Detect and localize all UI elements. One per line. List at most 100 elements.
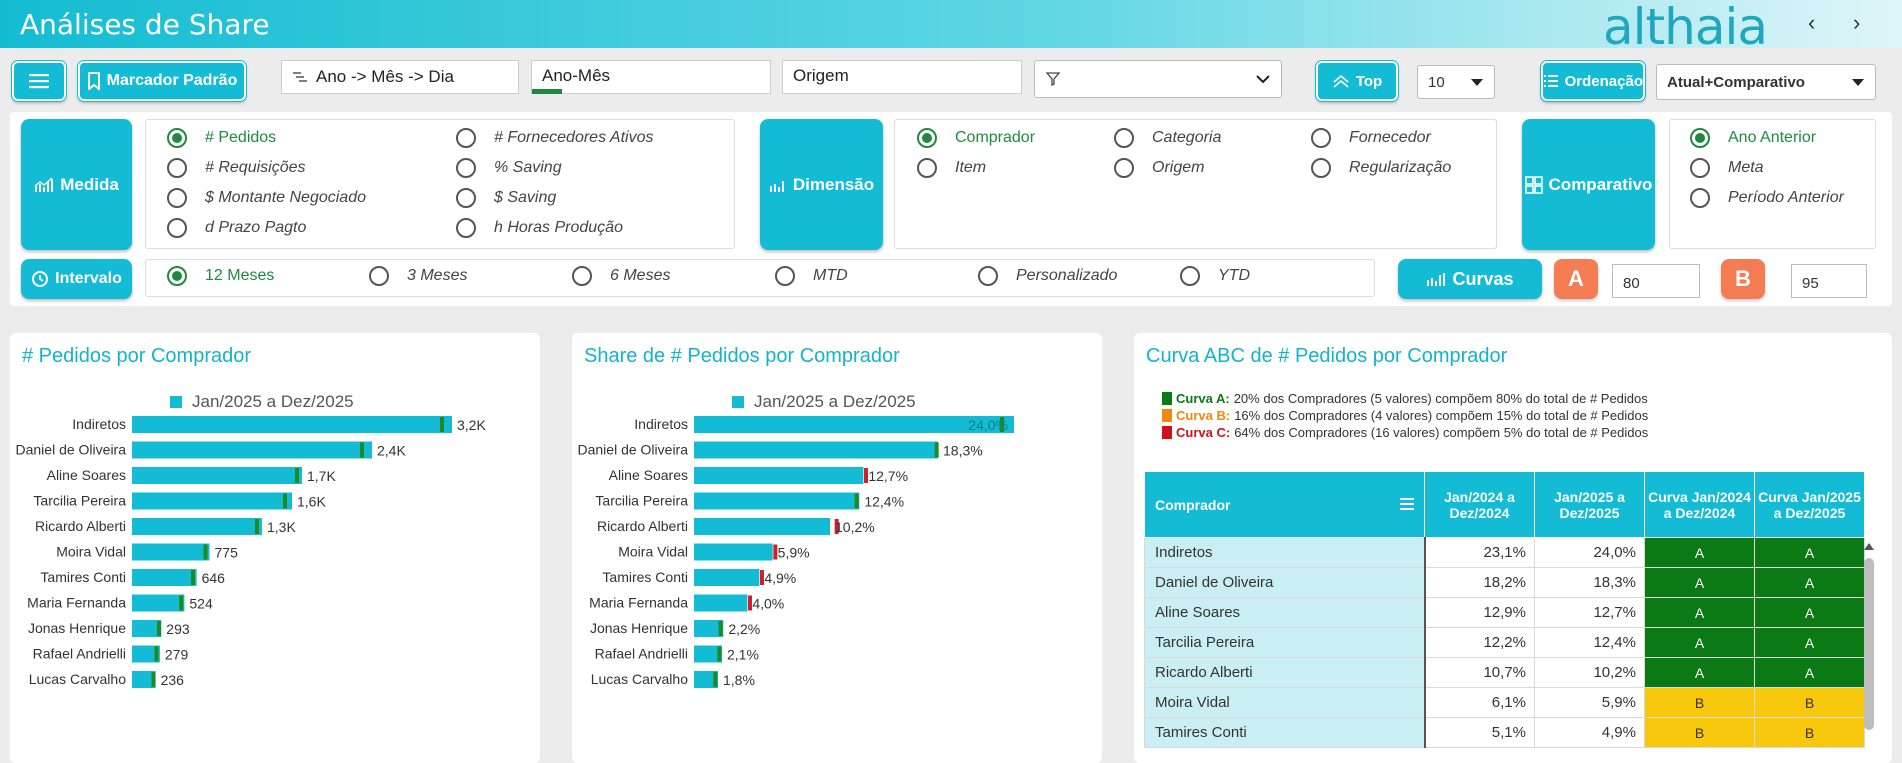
bar: [132, 594, 185, 612]
legend-swatch: [732, 396, 744, 408]
comprador-cell: Aline Soares: [1144, 597, 1426, 628]
bar: [694, 518, 830, 535]
intervalo-option[interactable]: 12 Meses: [167, 266, 274, 286]
filter-select[interactable]: [1034, 60, 1282, 98]
dimensao-option[interactable]: Categoria: [1114, 128, 1221, 148]
top-count-select[interactable]: 10: [1417, 65, 1495, 99]
comprador-cell: Moira Vidal: [1144, 687, 1426, 718]
abc-legend: Curva A: 20% dos Compradores (5 valores) …: [1162, 390, 1648, 441]
table-scrollbar[interactable]: [1862, 540, 1874, 752]
chart-card-share: Share de # Pedidos por Comprador Jan/202…: [572, 333, 1102, 763]
curve-class-cell: A: [1754, 657, 1865, 688]
option-label: Personalizado: [1016, 267, 1118, 284]
table-row[interactable]: Tarcilia Pereira 12,2% 12,4% A A: [1144, 627, 1865, 658]
curve-class-cell: A: [1644, 597, 1755, 628]
menu-button[interactable]: [11, 60, 67, 102]
curve-class-cell: B: [1644, 687, 1755, 718]
scrollbar-thumb[interactable]: [1864, 558, 1874, 730]
bar: [694, 416, 1014, 433]
table-row[interactable]: Daniel de Oliveira 18,2% 18,3% A A: [1144, 567, 1865, 598]
category-label: Jonas Henrique: [28, 620, 126, 636]
intervalo-option[interactable]: 3 Meses: [369, 266, 467, 286]
dimensao-option[interactable]: Comprador: [917, 128, 1035, 148]
column-header[interactable]: Jan/2024 a Dez/2024: [1424, 471, 1535, 538]
table-row[interactable]: Indiretos 23,1% 24,0% A A: [1144, 537, 1865, 568]
radio-icon: [456, 158, 476, 178]
medida-option[interactable]: % Saving: [456, 158, 562, 178]
dimensao-option[interactable]: Fornecedor: [1311, 128, 1431, 148]
period-field[interactable]: Ano-Mês: [531, 60, 771, 94]
curve-b-input[interactable]: 95: [1791, 264, 1867, 298]
dimensao-option[interactable]: Origem: [1114, 158, 1204, 178]
origin-field[interactable]: Origem: [782, 60, 1022, 94]
curve-a-input[interactable]: 80: [1612, 264, 1700, 298]
curve-class-cell: A: [1754, 537, 1865, 568]
column-header[interactable]: Curva Jan/2024 a Dez/2024: [1644, 471, 1755, 538]
bookmark-button[interactable]: Marcador Padrão: [77, 60, 247, 102]
data-label: 1,8%: [723, 672, 755, 688]
option-label: $ Saving: [494, 189, 557, 206]
data-label: 293: [166, 621, 190, 637]
curve-class-cell: B: [1754, 687, 1865, 718]
hierarchy-field[interactable]: Ano -> Mês -> Dia: [281, 60, 519, 94]
order-label: Ordenação: [1564, 72, 1643, 90]
hamburger-icon[interactable]: [1400, 498, 1414, 510]
intervalo-option[interactable]: MTD: [775, 266, 848, 286]
table-row[interactable]: Tamires Conti 5,1% 4,9% B B: [1144, 717, 1865, 748]
data-label: 3,2K: [457, 417, 486, 433]
order-button[interactable]: Ordenação: [1540, 60, 1646, 102]
chevrons-up-icon: [1333, 74, 1349, 88]
table-row[interactable]: Aline Soares 12,9% 12,7% A A: [1144, 597, 1865, 628]
chevron-left-icon[interactable]: ‹: [1808, 10, 1816, 35]
medida-option[interactable]: h Horas Produção: [456, 218, 623, 238]
legend-text: 16% dos Compradores (4 valores) compõem …: [1234, 408, 1649, 423]
caret-down-icon: [1852, 78, 1864, 86]
comparativo-option[interactable]: Ano Anterior: [1690, 128, 1816, 148]
top-button[interactable]: Top: [1315, 60, 1399, 102]
bar: [132, 518, 262, 535]
comparativo-option[interactable]: Meta: [1690, 158, 1764, 178]
comparativo-option[interactable]: Período Anterior: [1690, 188, 1844, 208]
intervalo-button[interactable]: Intervalo: [21, 259, 132, 299]
intervalo-option[interactable]: Personalizado: [978, 266, 1117, 286]
column-header[interactable]: Curva Jan/2025 a Dez/2025: [1754, 471, 1865, 538]
dimensao-option[interactable]: Item: [917, 158, 986, 178]
curve-class-cell: B: [1644, 717, 1755, 748]
comparison-marker: [295, 468, 299, 483]
medida-option[interactable]: # Fornecedores Ativos: [456, 128, 653, 148]
category-label: Maria Fernanda: [589, 595, 688, 611]
column-header[interactable]: Jan/2025 a Dez/2025: [1534, 471, 1645, 538]
order-select[interactable]: Atual+Comparativo: [1656, 64, 1876, 100]
medida-button[interactable]: Medida: [21, 119, 132, 250]
intervalo-option[interactable]: 6 Meses: [572, 266, 670, 286]
option-label: # Pedidos: [205, 129, 277, 146]
bar: [694, 569, 760, 586]
curve-a-button[interactable]: A: [1554, 259, 1598, 299]
dimensao-button[interactable]: Dimensão: [760, 119, 883, 250]
intervalo-option[interactable]: YTD: [1180, 266, 1250, 286]
data-label: 279: [165, 647, 189, 663]
column-header-comprador[interactable]: Comprador: [1144, 471, 1425, 538]
table-row[interactable]: Moira Vidal 6,1% 5,9% B B: [1144, 687, 1865, 718]
chevron-right-icon[interactable]: ›: [1853, 10, 1861, 35]
curve-class-cell: A: [1754, 567, 1865, 598]
bar: [694, 543, 773, 561]
medida-option[interactable]: # Requisições: [167, 158, 306, 178]
curvas-button[interactable]: Curvas: [1398, 259, 1542, 299]
medida-option[interactable]: $ Saving: [456, 188, 556, 208]
legend-text: 64% dos Compradores (16 valores) compõem…: [1234, 425, 1649, 440]
radio-icon: [167, 158, 187, 178]
caret-up-icon[interactable]: [1863, 540, 1875, 552]
medida-option[interactable]: d Prazo Pagto: [167, 218, 306, 238]
legend-label: Jan/2025 a Dez/2025: [754, 392, 916, 411]
dimensao-option[interactable]: Regularização: [1311, 158, 1451, 178]
medida-option[interactable]: # Pedidos: [167, 128, 276, 148]
chart-icon: [1427, 273, 1446, 286]
category-label: Ricardo Alberti: [35, 518, 126, 534]
share-cell: 12,7%: [1534, 597, 1645, 628]
medida-option[interactable]: $ Montante Negociado: [167, 188, 366, 208]
curve-b-button[interactable]: B: [1721, 259, 1765, 299]
comparativo-button[interactable]: Comparativo: [1522, 119, 1655, 250]
category-label: Tarcilia Pereira: [595, 493, 688, 509]
table-row[interactable]: Ricardo Alberti 10,7% 10,2% A A: [1144, 657, 1865, 688]
